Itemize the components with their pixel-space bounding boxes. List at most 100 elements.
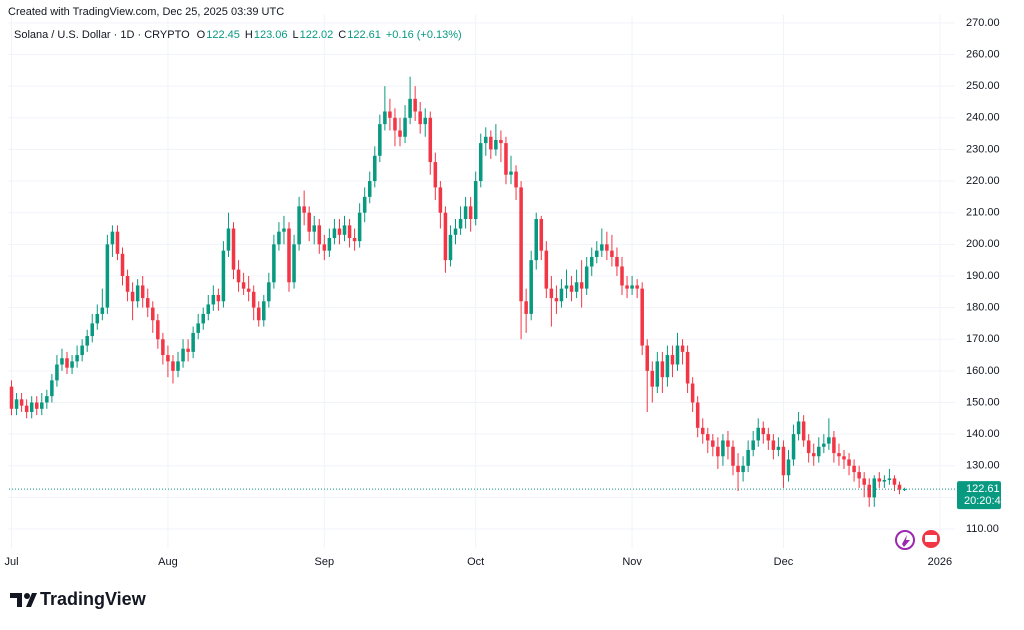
y-tick-label: 110.00: [966, 523, 999, 535]
candle-body: [781, 446, 786, 476]
candle-body: [484, 136, 488, 144]
candle-body: [226, 228, 231, 251]
candle-body: [408, 98, 412, 118]
candle-body: [544, 250, 549, 289]
candle-body: [433, 162, 438, 188]
legend: Solana / U.S. Dollar · 1D · CRYPTO O 122.4…: [14, 29, 462, 41]
legend-label: O: [197, 29, 206, 41]
candle-body: [887, 478, 892, 480]
candle-body: [842, 456, 846, 460]
candle-body: [579, 282, 584, 289]
candle-body: [196, 323, 200, 333]
candle-body: [90, 323, 95, 337]
candle-body: [19, 399, 24, 406]
x-axis: Jul Aug Sep Oct Nov Dec 2026: [4, 556, 952, 568]
candle-body: [600, 244, 604, 251]
candle-body: [514, 171, 518, 188]
candle-body: [378, 124, 382, 156]
x-tick-label: Jul: [4, 556, 18, 568]
candle-body: [423, 117, 428, 125]
candle-body: [817, 446, 821, 457]
candle-body: [494, 139, 498, 150]
candle-body: [186, 348, 190, 352]
candle-body: [776, 446, 781, 450]
candle-body: [519, 187, 523, 302]
candle-body: [574, 282, 579, 292]
candle-body: [302, 206, 306, 213]
candle-body: [347, 225, 352, 239]
legend-value: 122.61: [347, 29, 381, 41]
candle-body: [80, 345, 84, 356]
candle-body: [272, 244, 276, 283]
candle-body: [837, 453, 841, 457]
candle-body: [403, 117, 407, 137]
candle-body: [504, 143, 508, 175]
candle-body: [171, 361, 175, 371]
candle-body: [211, 294, 216, 305]
candle-body: [539, 219, 544, 251]
candle-body: [610, 250, 614, 257]
candle-body: [801, 421, 806, 441]
candle-body: [867, 484, 871, 498]
candle-body: [806, 440, 811, 454]
y-tick-label: 180.00: [966, 302, 1000, 314]
candle-body: [312, 225, 317, 232]
y-tick-label: 230.00: [966, 143, 1000, 155]
candle-body: [156, 320, 160, 340]
icon: [902, 535, 910, 547]
candle-body: [130, 291, 135, 302]
candle-body: [161, 339, 165, 356]
candle-body: [786, 459, 791, 476]
candle-body: [282, 228, 286, 232]
candle-body: [897, 484, 902, 490]
candle-body: [675, 345, 680, 365]
candle-body: [428, 117, 433, 163]
x-tick-label: Oct: [467, 556, 484, 568]
candle-body: [877, 478, 882, 482]
candle-body: [287, 228, 291, 283]
candle-body: [453, 228, 458, 235]
candle-body: [549, 288, 554, 299]
logo-mark: [24, 593, 30, 599]
legend-label: L: [292, 29, 298, 41]
candle-body: [534, 219, 538, 261]
candle-body: [529, 260, 533, 314]
y-tick-label: 160.00: [966, 365, 1000, 377]
x-tick-label: Sep: [315, 556, 335, 568]
candle-body: [478, 143, 483, 182]
candle-body: [559, 288, 564, 302]
candle-body: [731, 446, 735, 466]
candle-body: [690, 383, 695, 403]
candle-body: [902, 489, 907, 491]
candle-body: [756, 427, 760, 441]
legend-label: H: [245, 29, 253, 41]
candle-body: [746, 449, 750, 466]
candle-body: [862, 478, 866, 485]
y-tick-label: 260.00: [966, 48, 1000, 60]
candle-body: [554, 298, 559, 302]
y-tick-label: 250.00: [966, 80, 1000, 92]
candle-body: [70, 361, 74, 368]
candle-body: [100, 307, 105, 314]
candle-body: [589, 256, 594, 267]
candle-body: [332, 228, 337, 239]
candle-body: [373, 155, 377, 182]
logo[interactable]: TradingView: [10, 589, 147, 609]
y-tick-label: 210.00: [966, 207, 1000, 219]
candle-body: [655, 361, 660, 387]
candle-body: [509, 171, 513, 175]
candle-body: [872, 478, 877, 498]
candle-body: [231, 228, 236, 270]
candle-body: [9, 386, 14, 409]
candle-body: [352, 238, 357, 242]
candle-body: [847, 459, 851, 466]
candle-body: [882, 479, 887, 482]
candles: [8, 76, 955, 507]
legend-label: C: [338, 29, 346, 41]
candle-body: [388, 111, 392, 118]
candle-body: [135, 285, 140, 302]
candle-body: [95, 313, 100, 324]
candle-body: [40, 402, 44, 409]
